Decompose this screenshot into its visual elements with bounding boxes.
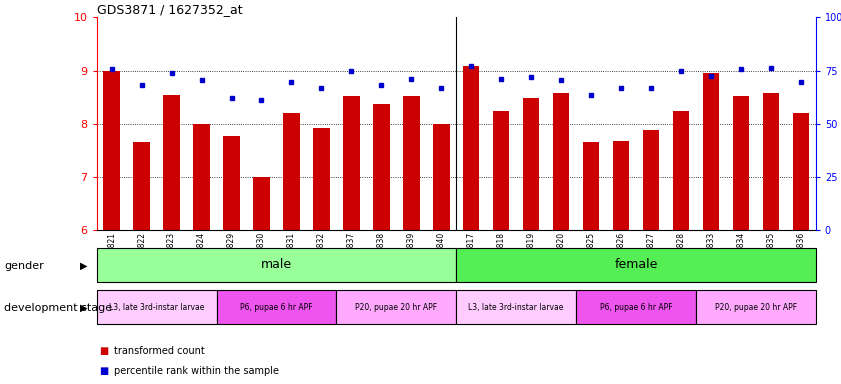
Bar bbox=[493, 111, 510, 230]
Bar bbox=[553, 93, 569, 230]
Bar bbox=[217, 290, 336, 324]
Bar bbox=[336, 290, 456, 324]
Text: ■: ■ bbox=[99, 346, 108, 356]
Bar bbox=[97, 290, 217, 324]
Bar bbox=[403, 96, 420, 230]
Bar bbox=[163, 94, 180, 230]
Text: P20, pupae 20 hr APF: P20, pupae 20 hr APF bbox=[715, 303, 797, 312]
Bar bbox=[456, 290, 576, 324]
Bar bbox=[703, 73, 719, 230]
Text: P20, pupae 20 hr APF: P20, pupae 20 hr APF bbox=[355, 303, 437, 312]
Bar bbox=[523, 98, 539, 230]
Bar bbox=[224, 136, 240, 230]
Bar bbox=[763, 93, 779, 230]
Bar bbox=[792, 113, 809, 230]
Bar bbox=[643, 130, 659, 230]
Text: P6, pupae 6 hr APF: P6, pupae 6 hr APF bbox=[600, 303, 672, 312]
Bar bbox=[463, 66, 479, 230]
Bar bbox=[613, 141, 629, 230]
Bar bbox=[673, 111, 689, 230]
Bar bbox=[583, 142, 600, 230]
Bar bbox=[373, 104, 389, 230]
Text: L3, late 3rd-instar larvae: L3, late 3rd-instar larvae bbox=[109, 303, 204, 312]
Text: male: male bbox=[261, 258, 292, 271]
Text: ■: ■ bbox=[99, 366, 108, 376]
Text: development stage: development stage bbox=[4, 303, 113, 313]
Bar bbox=[253, 177, 270, 230]
Bar bbox=[696, 290, 816, 324]
Text: GDS3871 / 1627352_at: GDS3871 / 1627352_at bbox=[97, 3, 242, 16]
Bar bbox=[313, 128, 330, 230]
Bar bbox=[576, 290, 696, 324]
Text: female: female bbox=[614, 258, 658, 271]
Text: L3, late 3rd-instar larvae: L3, late 3rd-instar larvae bbox=[468, 303, 563, 312]
Bar bbox=[343, 96, 360, 230]
Bar bbox=[134, 142, 150, 230]
Text: gender: gender bbox=[4, 261, 44, 271]
Bar bbox=[97, 248, 456, 282]
Text: percentile rank within the sample: percentile rank within the sample bbox=[114, 366, 279, 376]
Bar bbox=[193, 124, 209, 230]
Bar bbox=[456, 248, 816, 282]
Bar bbox=[283, 113, 299, 230]
Bar bbox=[433, 124, 449, 230]
Bar bbox=[103, 71, 120, 230]
Text: transformed count: transformed count bbox=[114, 346, 205, 356]
Bar bbox=[733, 96, 749, 230]
Text: ▶: ▶ bbox=[80, 261, 87, 271]
Text: ▶: ▶ bbox=[80, 303, 87, 313]
Text: P6, pupae 6 hr APF: P6, pupae 6 hr APF bbox=[241, 303, 313, 312]
